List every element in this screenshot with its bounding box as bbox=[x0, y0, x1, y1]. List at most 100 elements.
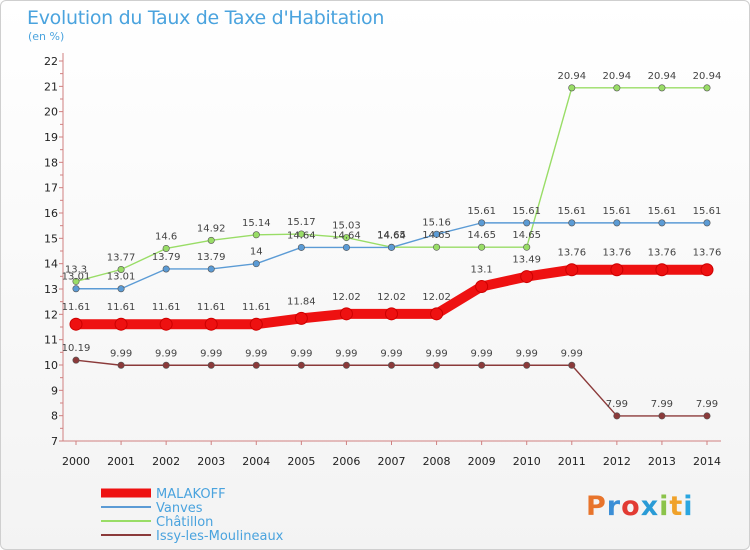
y-tick-label: 17 bbox=[44, 182, 58, 195]
x-tick-label: 2010 bbox=[513, 455, 541, 468]
data-label: 9.99 bbox=[110, 348, 132, 359]
data-point bbox=[703, 219, 711, 227]
data-label: 14.65 bbox=[422, 230, 451, 241]
y-tick-label: 15 bbox=[44, 232, 58, 245]
data-point bbox=[252, 361, 260, 369]
data-point bbox=[478, 243, 486, 251]
data-point bbox=[387, 361, 395, 369]
data-point bbox=[703, 84, 711, 92]
data-label: 12.02 bbox=[332, 292, 361, 303]
proxiti-logo: Proxiti bbox=[586, 491, 694, 522]
data-label: 15.61 bbox=[467, 206, 496, 217]
data-point bbox=[658, 84, 666, 92]
y-tick-label: 12 bbox=[44, 308, 58, 321]
series-malakoff bbox=[69, 263, 714, 331]
data-point bbox=[523, 243, 531, 251]
y-tick-label: 16 bbox=[44, 207, 58, 220]
data-point bbox=[117, 285, 125, 293]
data-point bbox=[700, 263, 714, 277]
data-label: 13.01 bbox=[107, 272, 136, 283]
data-label: 9.99 bbox=[200, 348, 222, 359]
data-label: 14.64 bbox=[332, 230, 361, 241]
data-label: 20.94 bbox=[648, 71, 677, 82]
data-label: 13.76 bbox=[648, 248, 677, 259]
data-point bbox=[658, 219, 666, 227]
data-point bbox=[72, 277, 80, 285]
y-tick-label: 10 bbox=[44, 359, 58, 372]
data-point bbox=[252, 231, 260, 239]
data-point bbox=[117, 361, 125, 369]
logo-letter: P bbox=[586, 491, 607, 522]
legend-label: Issy-les-Moulineaux bbox=[156, 529, 284, 544]
data-point bbox=[430, 307, 444, 321]
data-point bbox=[207, 361, 215, 369]
data-label: 13.3 bbox=[65, 264, 87, 275]
y-tick-label: 20 bbox=[44, 106, 58, 119]
x-tick-label: 2009 bbox=[468, 455, 496, 468]
data-point bbox=[204, 317, 218, 331]
data-point bbox=[658, 412, 666, 420]
data-point bbox=[69, 317, 83, 331]
data-point bbox=[478, 219, 486, 227]
data-point bbox=[520, 270, 534, 284]
data-label: 15.61 bbox=[512, 206, 541, 217]
logo-letter: o bbox=[621, 491, 641, 522]
data-label: 15.16 bbox=[422, 217, 451, 228]
x-tick-label: 2003 bbox=[197, 455, 225, 468]
data-label: 14.64 bbox=[377, 230, 406, 241]
data-label: 15.61 bbox=[557, 206, 586, 217]
data-point bbox=[703, 412, 711, 420]
x-tick-label: 2006 bbox=[332, 455, 360, 468]
data-label: 11.61 bbox=[197, 302, 226, 313]
data-point bbox=[385, 307, 398, 321]
logo-letter: r bbox=[606, 491, 622, 522]
data-point bbox=[433, 230, 441, 238]
data-label: 11.84 bbox=[287, 296, 316, 307]
data-label: 15.61 bbox=[648, 206, 677, 217]
data-label: 9.99 bbox=[155, 348, 177, 359]
y-tick-label: 22 bbox=[44, 55, 58, 68]
data-label: 9.99 bbox=[516, 348, 538, 359]
logo-letter: i bbox=[683, 491, 694, 522]
data-label: 15.61 bbox=[693, 206, 722, 217]
series-issy-les-moulineaux bbox=[72, 356, 711, 420]
data-label: 12.02 bbox=[377, 292, 406, 303]
data-label: 15.03 bbox=[332, 221, 361, 232]
data-point bbox=[249, 317, 263, 331]
data-point bbox=[162, 361, 170, 369]
x-tick-label: 2004 bbox=[242, 455, 270, 468]
data-point bbox=[207, 265, 215, 273]
data-label: 20.94 bbox=[557, 71, 586, 82]
x-tick-label: 2013 bbox=[648, 455, 676, 468]
data-label: 15.61 bbox=[603, 206, 632, 217]
data-label: 10.19 bbox=[62, 343, 91, 354]
data-label: 9.99 bbox=[425, 348, 447, 359]
data-point bbox=[655, 263, 669, 277]
data-label: 9.99 bbox=[335, 348, 357, 359]
data-label: 7.99 bbox=[606, 399, 628, 410]
data-label: 11.61 bbox=[62, 302, 91, 313]
data-point bbox=[297, 230, 305, 238]
chart-title: Evolution du Taux de Taxe d'Habitation bbox=[27, 7, 385, 29]
data-label: 11.61 bbox=[242, 302, 271, 313]
y-tick-label: 7 bbox=[51, 435, 58, 448]
x-tick-label: 2008 bbox=[423, 455, 451, 468]
data-label: 9.99 bbox=[471, 348, 493, 359]
data-point bbox=[478, 361, 486, 369]
data-point bbox=[339, 307, 353, 321]
data-point bbox=[613, 84, 621, 92]
data-label: 13.76 bbox=[693, 248, 722, 259]
y-tick-label: 19 bbox=[44, 131, 58, 144]
x-tick-label: 2001 bbox=[107, 455, 135, 468]
y-tick-label: 11 bbox=[44, 334, 58, 347]
data-point bbox=[162, 244, 170, 252]
x-tick-label: 2005 bbox=[287, 455, 315, 468]
data-label: 11.61 bbox=[152, 302, 181, 313]
data-point bbox=[433, 243, 441, 251]
legend-label: Châtillon bbox=[156, 515, 213, 530]
y-tick-label: 8 bbox=[51, 410, 58, 423]
y-tick-label: 9 bbox=[51, 384, 58, 397]
data-label: 11.61 bbox=[107, 302, 136, 313]
data-label: 14.65 bbox=[512, 230, 541, 241]
